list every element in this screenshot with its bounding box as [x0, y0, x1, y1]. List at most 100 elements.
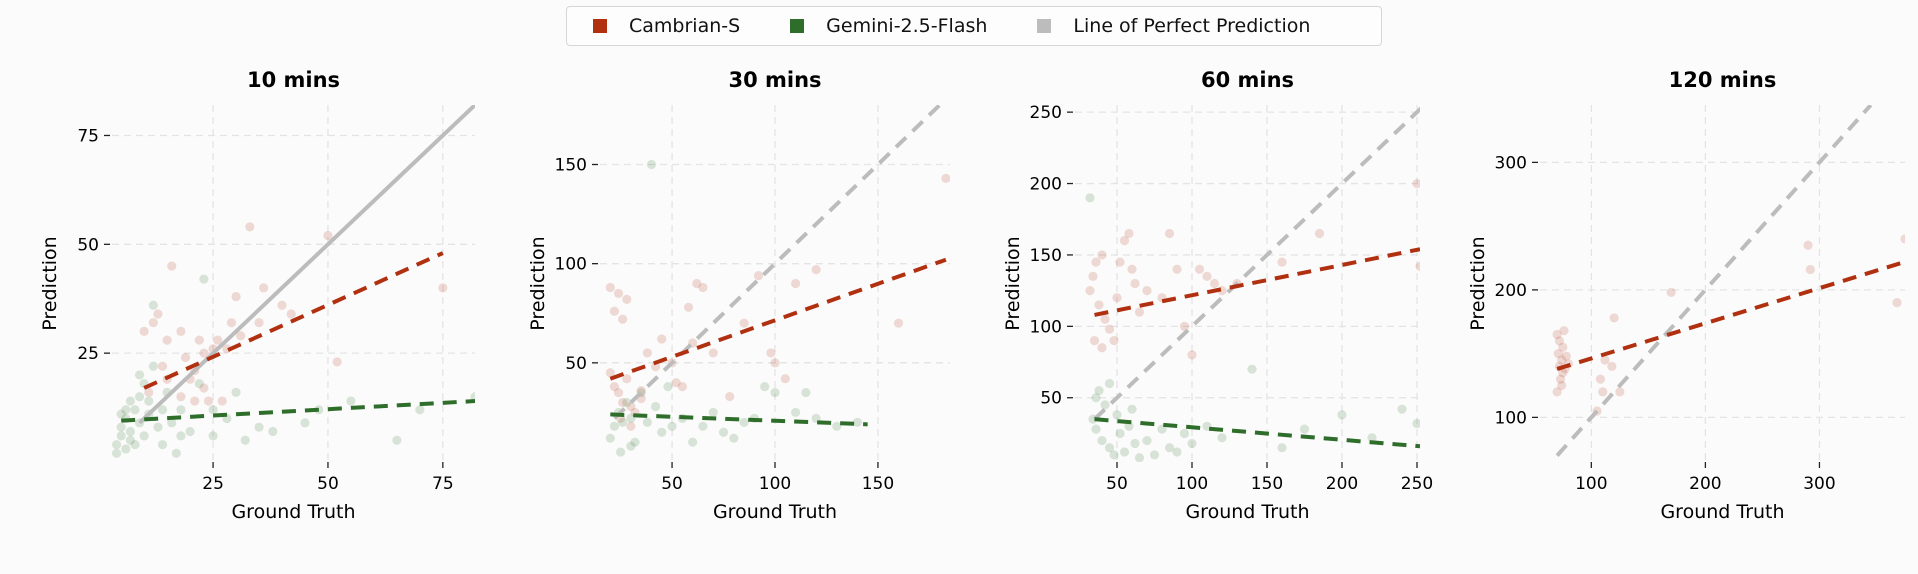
data-point: [753, 270, 764, 281]
data-point: [286, 309, 296, 319]
data-point: [605, 433, 615, 443]
data-point: [1134, 307, 1145, 317]
y-axis-label: Prediction: [1002, 236, 1024, 330]
data-point: [190, 396, 200, 406]
data-point: [1130, 438, 1140, 449]
data-point: [1187, 438, 1197, 449]
data-point: [112, 448, 122, 458]
y-tick-label: 50: [1040, 389, 1062, 409]
data-point: [1600, 355, 1610, 365]
data-point: [1097, 435, 1107, 446]
data-point: [1217, 433, 1227, 443]
legend-item-cambrian: Cambrian-S: [567, 15, 740, 37]
panel-2: 50 100 150 50 100 150 30 mins Ground Truth Predi…: [527, 68, 950, 523]
data-point: [618, 417, 628, 427]
data-point: [1109, 336, 1119, 346]
data-point: [116, 431, 126, 441]
data-point: [268, 426, 278, 437]
data-point: [630, 437, 640, 447]
data-point: [780, 374, 790, 384]
data-point: [1094, 386, 1104, 396]
data-point: [1134, 453, 1145, 462]
data-point: [1553, 349, 1563, 359]
trend-line-gemini-2-5-flash: [1094, 417, 1420, 449]
data-point: [698, 421, 708, 431]
data-point: [1142, 286, 1152, 296]
data-point: [153, 422, 163, 432]
data-point: [1112, 410, 1122, 420]
data-point: [622, 374, 632, 384]
data-point: [153, 309, 163, 319]
data-point: [392, 435, 402, 445]
legend: Cambrian-S Gemini-2.5-Flash Line of Perf…: [566, 6, 1382, 46]
x-axis-label: Ground Truth: [1660, 501, 1784, 523]
data-point: [226, 318, 237, 328]
data-point: [1124, 228, 1134, 239]
data-point: [1666, 287, 1676, 298]
data-point: [167, 418, 177, 428]
data-point: [1127, 264, 1137, 274]
data-point: [622, 294, 632, 304]
data-point: [1803, 240, 1813, 250]
data-point: [199, 274, 209, 284]
plot-area: [605, 105, 950, 457]
data-point: [148, 300, 158, 310]
data-point: [1091, 424, 1101, 434]
data-point: [1100, 400, 1110, 410]
trend-line-cambrian-s: [143, 251, 444, 390]
data-point: [1172, 447, 1182, 457]
data-point: [1115, 428, 1125, 439]
data-point: [194, 379, 204, 389]
data-point: [1091, 393, 1101, 403]
data-point: [125, 426, 135, 437]
panel-3: 50 100 150 200 250 50 100 150 200 250 60 mins Groun…: [1002, 68, 1433, 523]
data-point: [116, 409, 126, 419]
data-point: [622, 397, 632, 408]
x-axis-label: Ground Truth: [713, 501, 837, 523]
data-point: [134, 392, 145, 402]
data-point: [642, 348, 652, 358]
x-tick-label: 50: [317, 474, 339, 494]
trend-line-cambrian-s: [1556, 259, 1905, 371]
data-point: [121, 444, 131, 454]
data-point: [650, 362, 661, 372]
data-point: [1557, 355, 1567, 365]
data-point: [231, 387, 241, 397]
legend-label-cambrian: Cambrian-S: [629, 15, 741, 37]
data-point: [1277, 443, 1287, 453]
data-point: [671, 378, 681, 388]
x-tick-label: 200: [1689, 474, 1721, 494]
data-point: [650, 401, 661, 412]
data-point: [1091, 257, 1101, 267]
data-point: [176, 405, 186, 415]
data-point: [811, 265, 821, 275]
data-point: [323, 231, 333, 241]
data-point: [667, 421, 677, 431]
y-tick-label: 50: [565, 354, 587, 374]
data-point: [609, 421, 620, 431]
data-point: [657, 334, 667, 344]
data-point: [708, 348, 718, 358]
y-tick-label: 50: [77, 235, 99, 255]
data-point: [739, 318, 749, 328]
panel-title: 120 mins: [1669, 68, 1777, 92]
data-point: [300, 418, 310, 428]
data-point: [1097, 343, 1107, 353]
data-point: [194, 335, 204, 345]
data-point: [121, 405, 131, 415]
data-point: [1558, 342, 1568, 352]
data-point: [626, 401, 636, 412]
data-point: [217, 396, 227, 406]
data-point: [626, 413, 636, 423]
y-tick-label: 100: [1030, 317, 1062, 337]
data-point: [605, 368, 615, 378]
data-point: [199, 348, 209, 358]
data-point: [185, 426, 195, 437]
data-point: [852, 417, 862, 427]
data-point: [157, 405, 168, 415]
data-point: [157, 439, 168, 450]
data-point: [677, 382, 687, 392]
data-point: [1142, 435, 1152, 446]
data-point: [112, 439, 122, 450]
data-point: [167, 261, 177, 271]
